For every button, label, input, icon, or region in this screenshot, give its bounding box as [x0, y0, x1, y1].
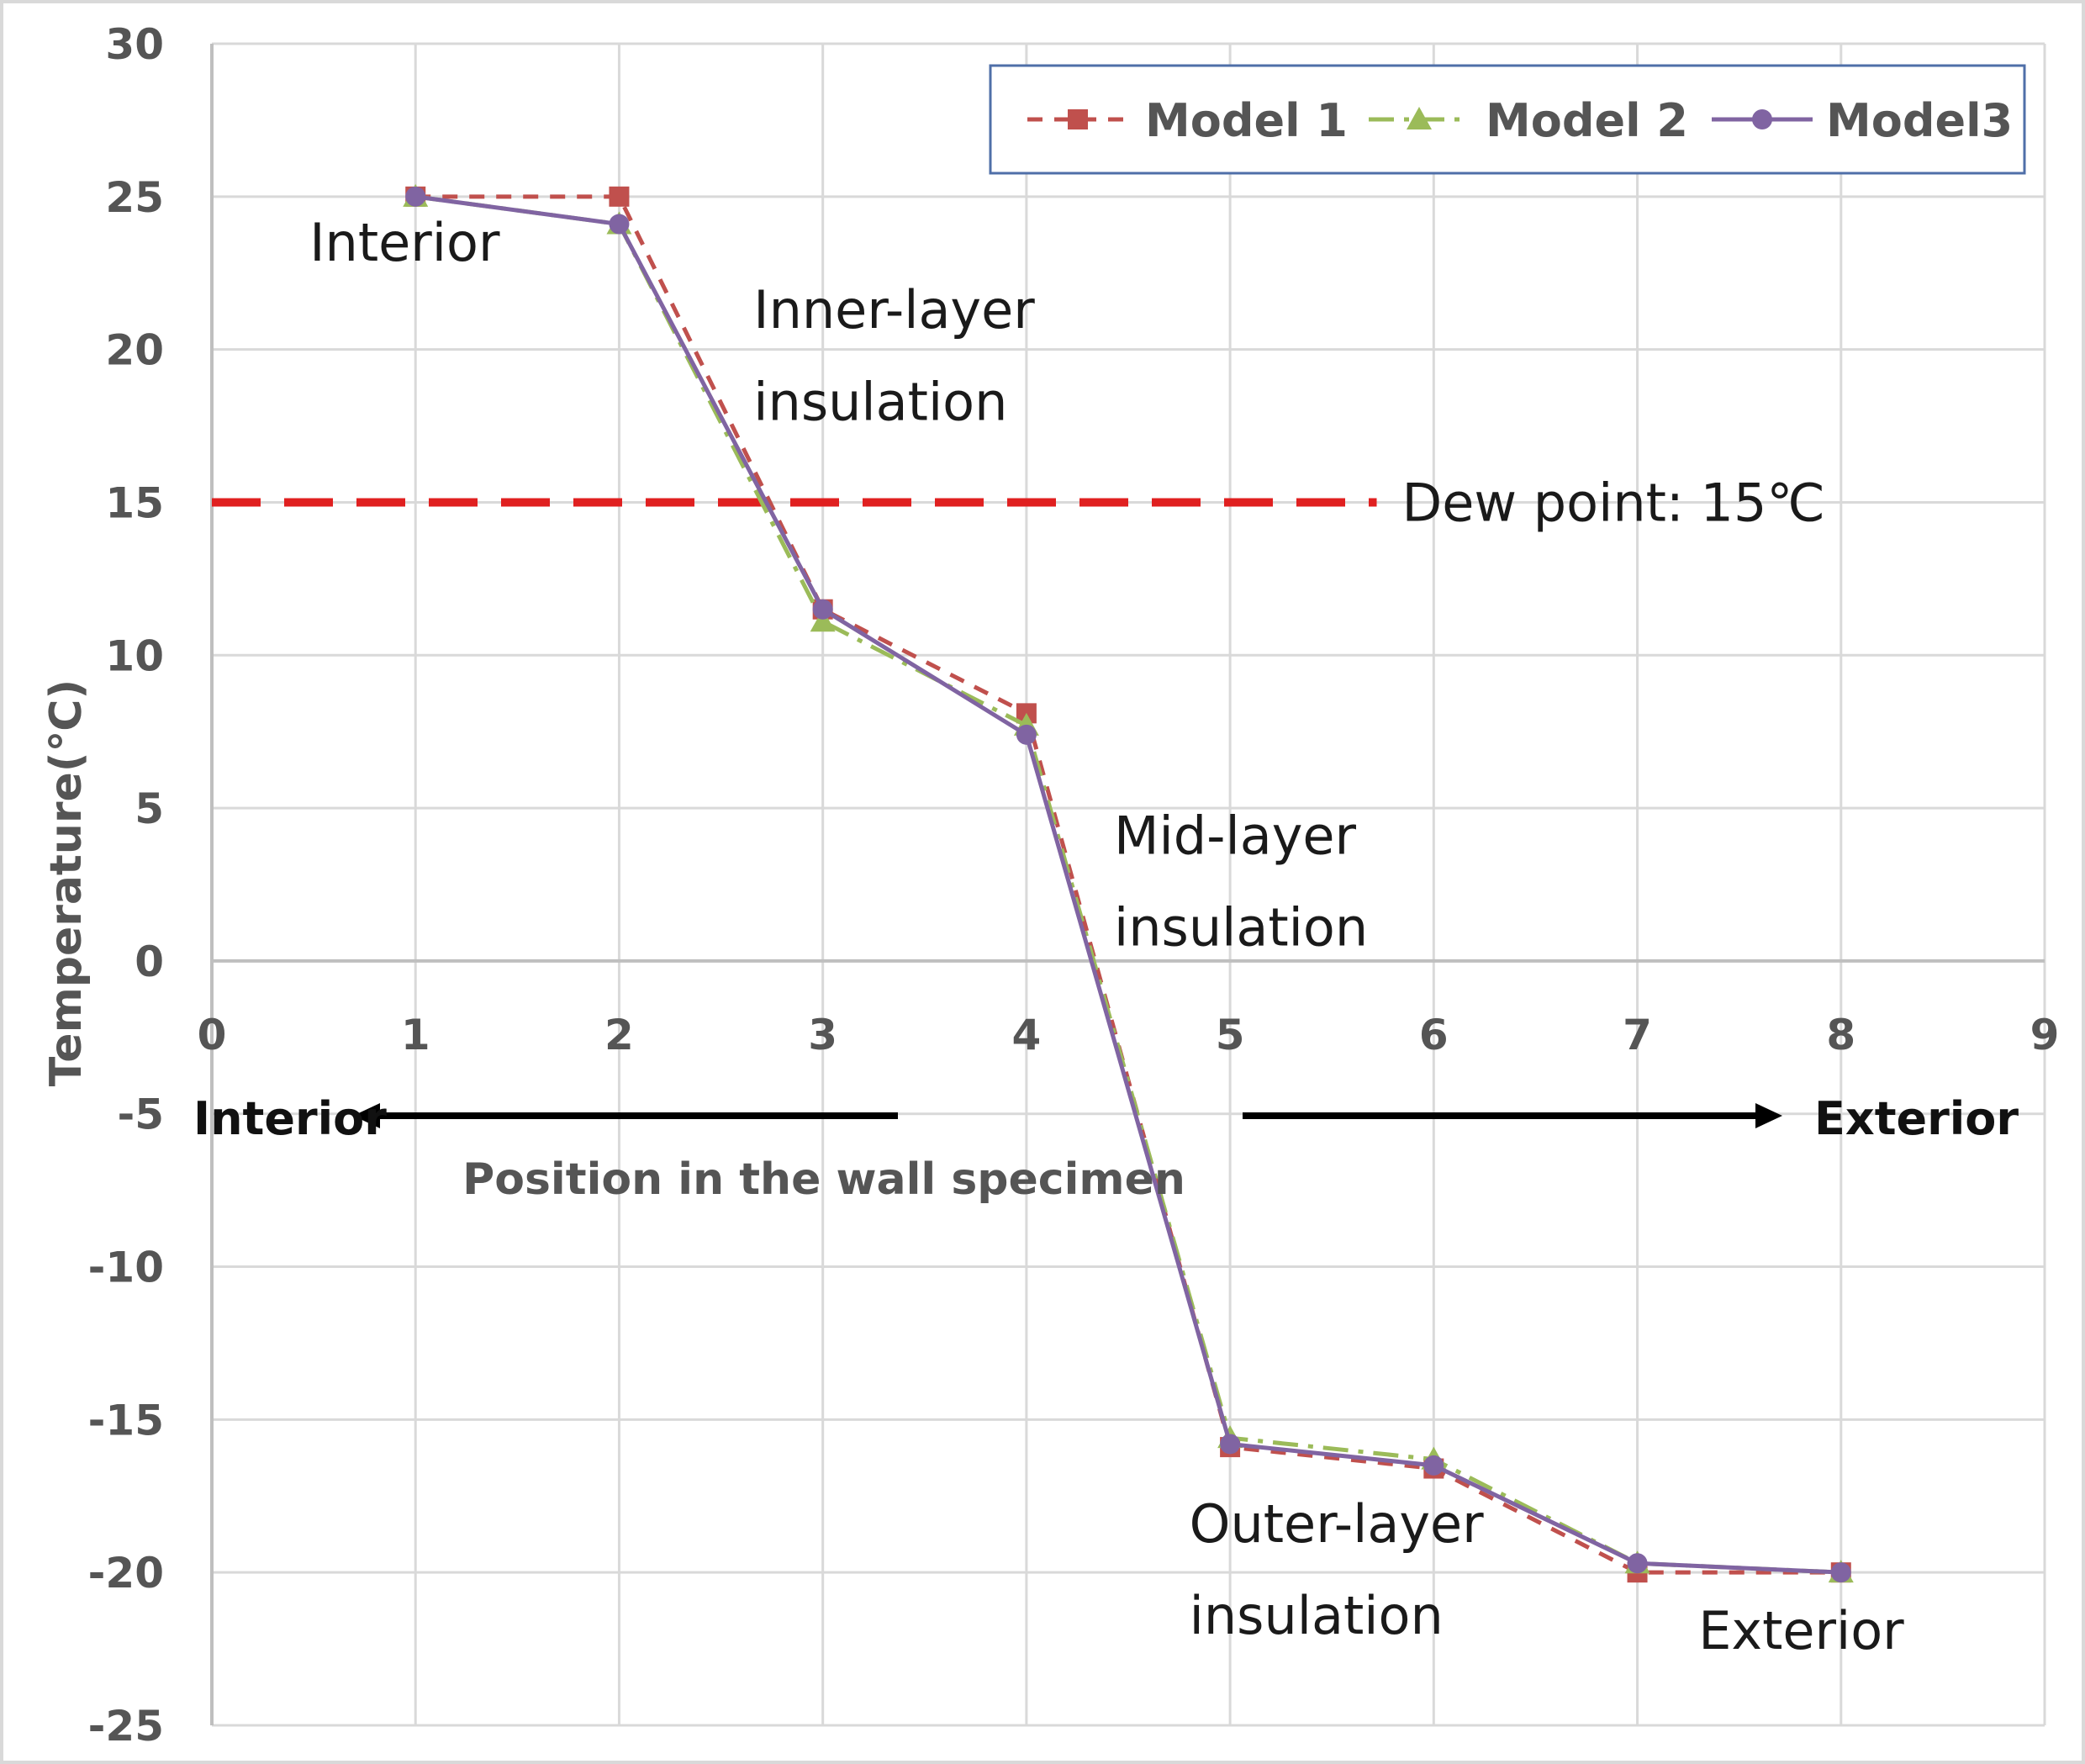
annotation-label: Mid-layer: [1114, 805, 1357, 867]
data-point: [609, 186, 630, 207]
x-tick-label: 7: [1623, 1011, 1652, 1059]
exterior-direction-label: Exterior: [1814, 1092, 2019, 1145]
legend-swatch-marker: [1752, 109, 1772, 129]
exterior-arrow-head: [1755, 1103, 1782, 1128]
y-tick-label: 10: [105, 631, 164, 680]
interior-direction-label: Interior: [193, 1092, 387, 1145]
legend: Model 1 Model 2 Model3: [989, 64, 2026, 175]
data-point: [810, 609, 836, 632]
legend-label-model-3: Model3: [1826, 94, 2013, 147]
y-axis-title: Temperature(℃): [41, 679, 92, 1087]
direction-arrows: [353, 1103, 1782, 1128]
data-point: [1423, 1455, 1444, 1476]
legend-box: [989, 64, 2026, 175]
legend-swatch-marker: [1407, 107, 1432, 129]
series-line: [414, 194, 1841, 1575]
y-tick-label: -10: [88, 1244, 164, 1292]
x-tick-labels: 0 1 2 3 4 5 6 7 8 9: [198, 1011, 2060, 1059]
x-tick-label: 4: [1011, 1011, 1041, 1059]
series-3: [405, 186, 1851, 1583]
y-tick-labels: 30 25 20 15 10 5 0 -5 -10 -15 -20 -25: [88, 20, 164, 1751]
y-tick-label: 20: [105, 326, 164, 375]
y-tick-label: -15: [88, 1396, 164, 1444]
legend-label-model-2: Model 2: [1486, 94, 1688, 147]
annotation-labels: Interior Inner-layer insulation Mid-layer in…: [309, 212, 1904, 1661]
series-group: [403, 183, 1854, 1583]
y-tick-label: 0: [135, 937, 164, 986]
y-tick-label: -5: [117, 1091, 164, 1139]
data-point: [405, 186, 426, 207]
x-tick-label: 8: [1826, 1011, 1855, 1059]
annotation-label: Interior: [309, 212, 500, 273]
legend-items: [1027, 107, 1813, 129]
annotation-label: Exterior: [1698, 1600, 1904, 1661]
interior-arrow-head: [353, 1103, 380, 1128]
data-point: [1016, 724, 1037, 745]
y-tick-label: 30: [105, 20, 164, 69]
annotation-label: Inner-layer: [753, 279, 1035, 341]
data-point: [1830, 1562, 1851, 1583]
y-tick-label: -25: [88, 1702, 164, 1751]
x-tick-label: 0: [198, 1011, 227, 1059]
data-point: [1220, 1434, 1241, 1455]
y-tick-label: -20: [88, 1549, 164, 1598]
y-tick-label: 5: [135, 784, 164, 833]
legend-label-model-1: Model 1: [1145, 94, 1348, 147]
data-point: [1627, 1553, 1648, 1574]
legend-swatch-marker: [1068, 109, 1088, 129]
x-tick-label: 5: [1216, 1011, 1245, 1059]
x-tick-label: 3: [808, 1011, 837, 1059]
y-tick-label: 15: [105, 478, 164, 527]
annotation-label: insulation: [753, 371, 1007, 432]
data-point: [609, 214, 630, 235]
x-tick-label: 1: [401, 1011, 430, 1059]
annotation-label: insulation: [1114, 897, 1368, 959]
y-tick-label: 25: [105, 173, 164, 222]
axes: [210, 44, 2045, 1725]
x-tick-label: 9: [2030, 1011, 2060, 1059]
x-tick-label: 6: [1419, 1011, 1449, 1059]
dew-point-label: Dew point: 15℃: [1402, 472, 1826, 533]
annotation-label: Outer-layer: [1190, 1493, 1485, 1555]
x-axis-title: Position in the wall specimen: [462, 1154, 1185, 1205]
data-point: [812, 599, 833, 620]
annotation-label: insulation: [1190, 1585, 1444, 1646]
x-tick-label: 2: [604, 1011, 634, 1059]
